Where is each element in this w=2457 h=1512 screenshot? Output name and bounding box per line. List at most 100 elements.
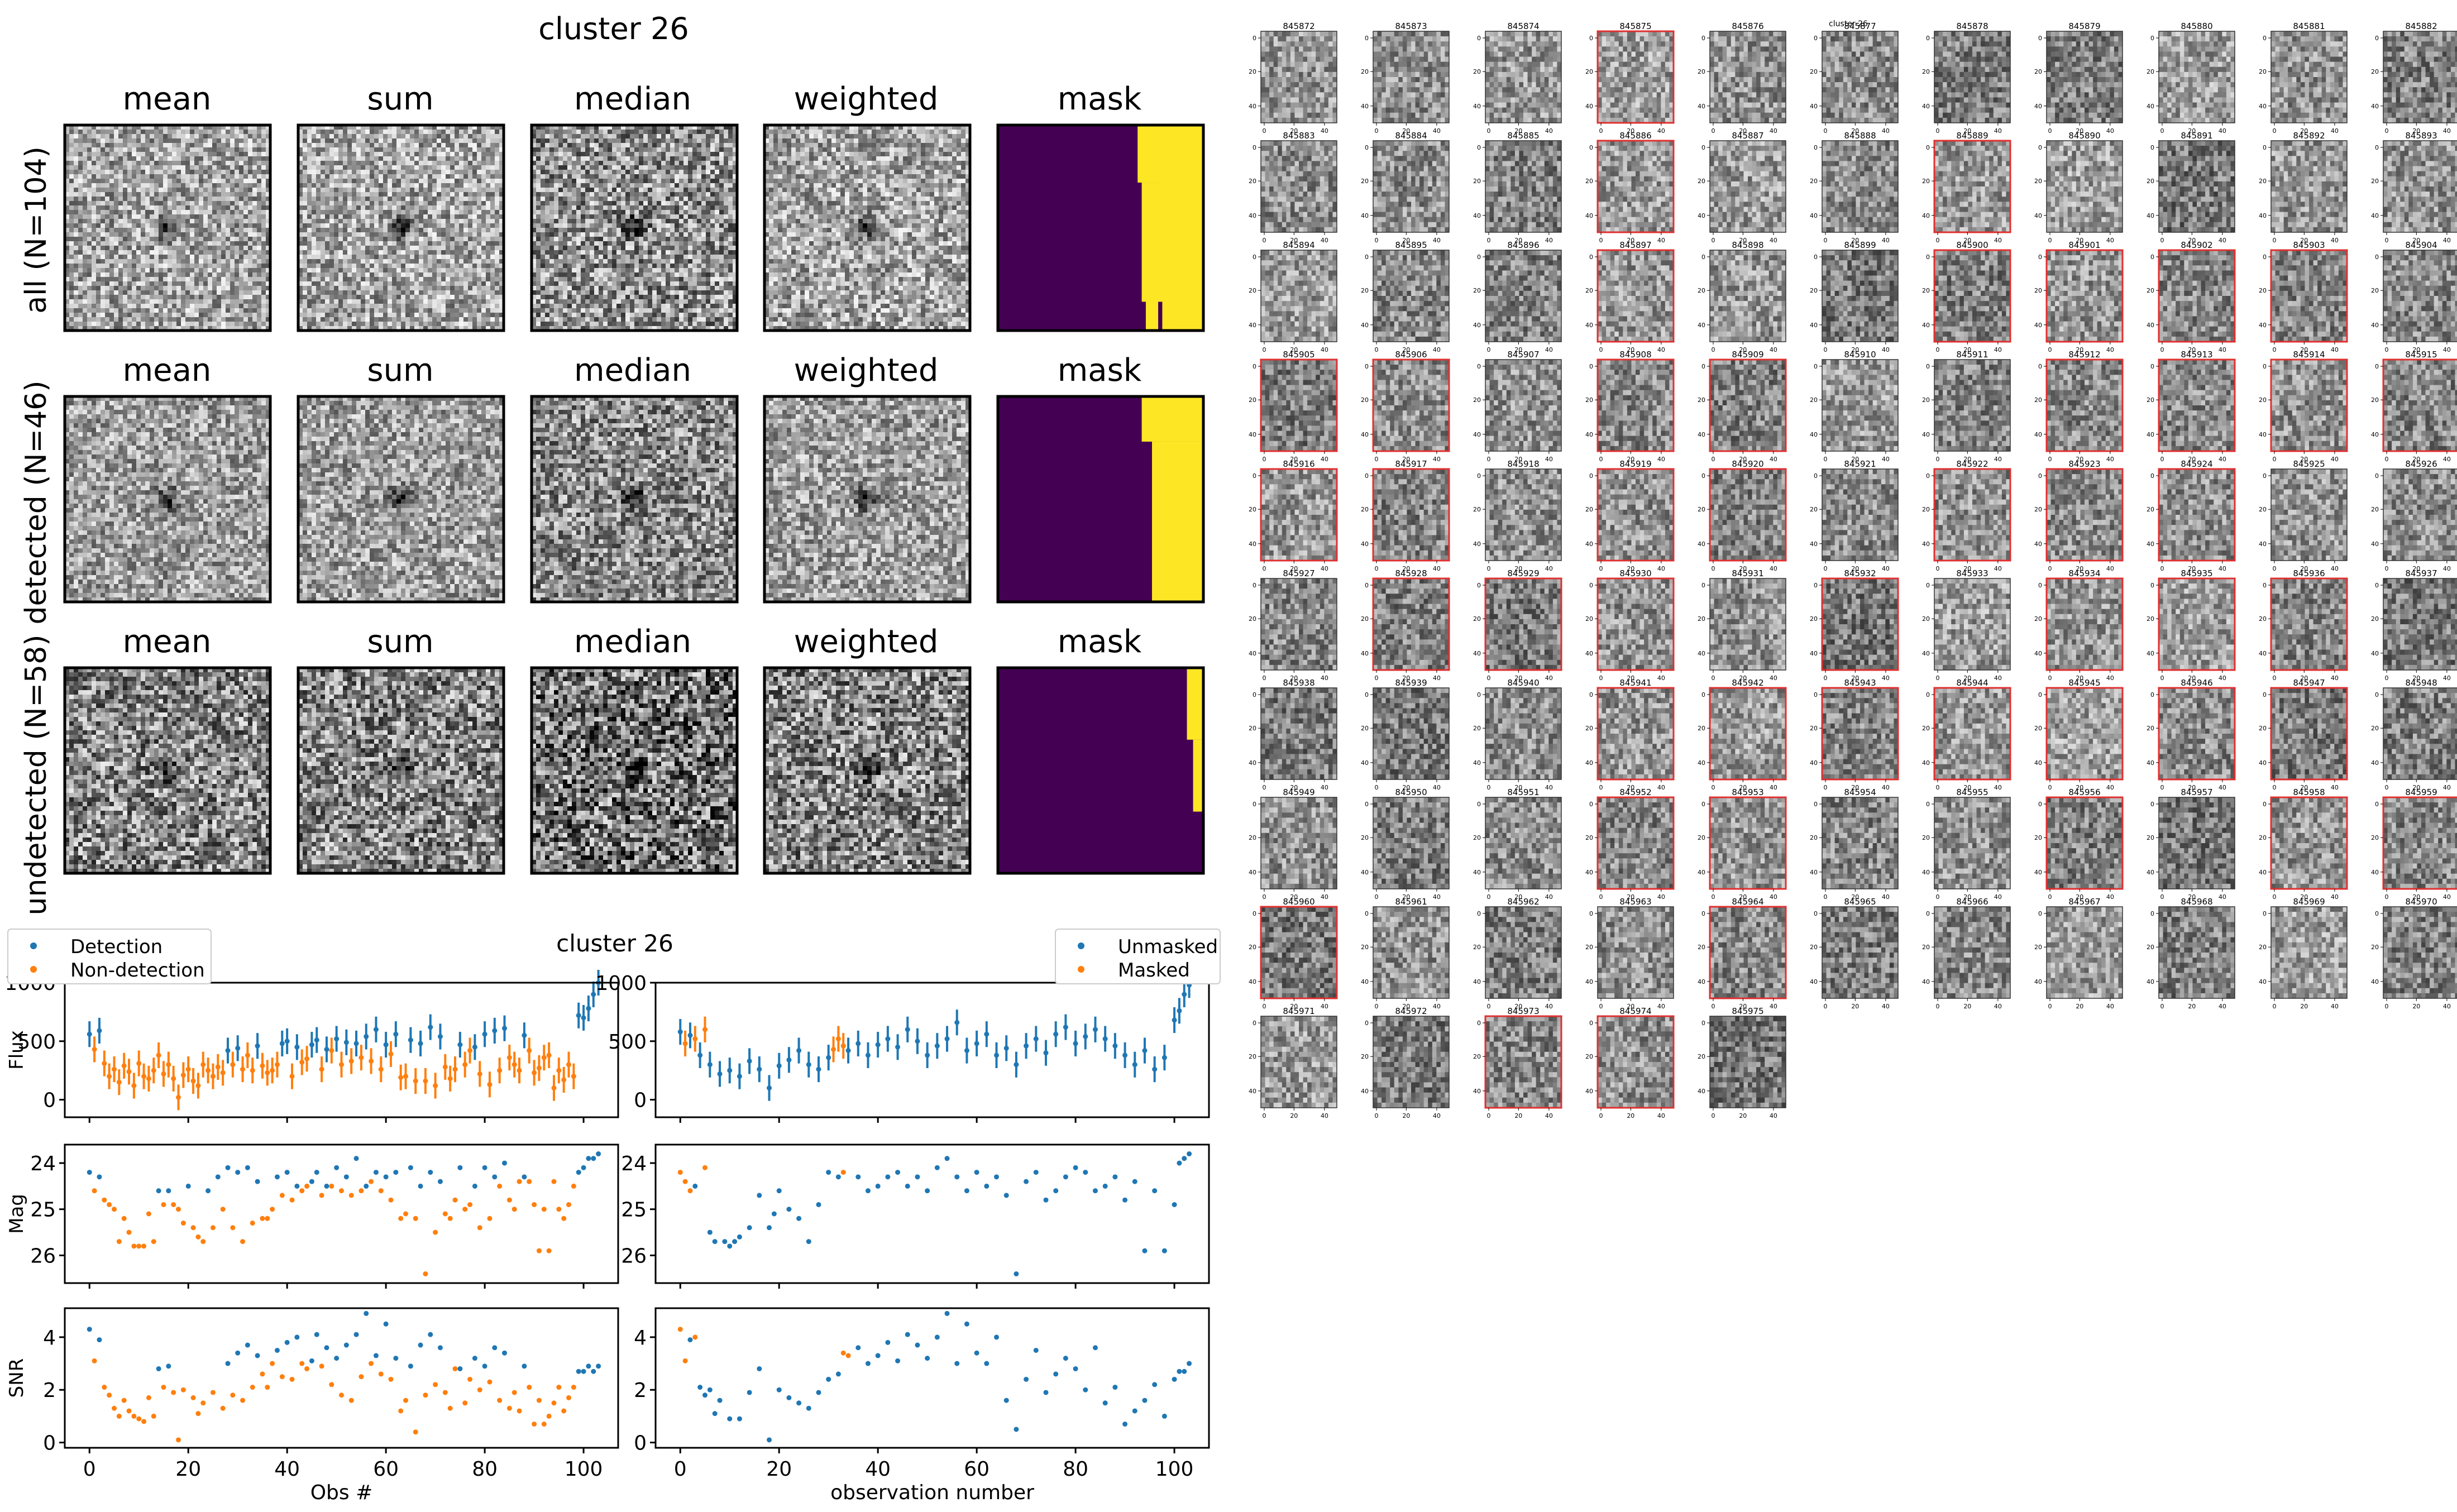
pixel xyxy=(190,183,195,188)
pixel xyxy=(261,237,266,242)
pixel xyxy=(101,165,106,170)
pixel xyxy=(87,214,92,219)
pixel xyxy=(163,165,168,170)
pixel xyxy=(217,130,222,135)
pixel xyxy=(194,241,199,246)
pixel xyxy=(176,223,181,228)
pixel xyxy=(123,201,128,206)
pixel xyxy=(101,214,106,219)
pixel xyxy=(212,147,217,152)
pixel xyxy=(141,174,146,179)
pixel xyxy=(199,130,204,135)
pixel xyxy=(78,255,83,260)
pixel xyxy=(92,170,97,175)
pixel xyxy=(92,188,97,193)
pixel xyxy=(136,197,141,202)
pixel xyxy=(118,214,123,219)
pixel xyxy=(199,228,204,233)
pixel xyxy=(132,228,137,233)
pixel xyxy=(154,246,159,251)
pixel xyxy=(261,228,266,233)
pixel xyxy=(159,246,164,251)
pixel xyxy=(163,134,168,139)
pixel xyxy=(185,237,190,242)
pixel xyxy=(261,179,266,184)
pixel xyxy=(199,246,204,251)
pixel xyxy=(83,223,88,228)
pixel xyxy=(69,152,74,157)
pixel xyxy=(163,179,168,184)
pixel xyxy=(226,201,231,206)
pixel xyxy=(252,188,257,193)
pixel xyxy=(132,250,137,255)
pixel xyxy=(208,210,213,215)
pixel xyxy=(176,165,181,170)
pixel xyxy=(257,237,262,242)
pixel xyxy=(141,223,146,228)
pixel xyxy=(181,161,186,166)
pixel xyxy=(217,170,222,175)
pixel xyxy=(163,201,168,206)
pixel xyxy=(92,130,97,135)
pixel xyxy=(235,161,240,166)
pixel xyxy=(109,174,114,179)
pixel xyxy=(212,165,217,170)
pixel xyxy=(92,197,97,202)
pixel xyxy=(261,138,266,143)
pixel xyxy=(92,210,97,215)
pixel xyxy=(69,255,74,260)
pixel xyxy=(69,241,74,246)
pixel xyxy=(248,246,253,251)
pixel xyxy=(199,188,204,193)
pixel xyxy=(199,143,204,148)
pixel xyxy=(208,130,213,135)
pixel xyxy=(69,147,74,152)
pixel xyxy=(74,134,79,139)
pixel xyxy=(203,156,208,161)
pixel xyxy=(217,138,222,143)
pixel xyxy=(172,165,177,170)
pixel xyxy=(136,138,141,143)
pixel xyxy=(101,205,106,210)
pixel xyxy=(74,241,79,246)
pixel xyxy=(217,156,222,161)
pixel xyxy=(226,232,231,237)
pixel xyxy=(185,179,190,184)
pixel xyxy=(159,179,164,184)
pixel xyxy=(101,174,106,179)
pixel xyxy=(83,232,88,237)
pixel xyxy=(127,152,132,157)
pixel xyxy=(96,192,101,197)
pixel xyxy=(217,183,222,188)
pixel xyxy=(78,165,83,170)
pixel xyxy=(221,134,226,139)
pixel xyxy=(141,183,146,188)
pixel xyxy=(257,188,262,193)
pixel xyxy=(83,161,88,166)
pixel xyxy=(226,179,231,184)
pixel xyxy=(176,205,181,210)
pixel xyxy=(194,130,199,135)
pixel xyxy=(74,210,79,215)
pixel xyxy=(190,228,195,233)
pixel xyxy=(208,219,213,224)
pixel xyxy=(78,130,83,135)
pixel xyxy=(226,156,231,161)
pixel xyxy=(176,237,181,242)
pixel xyxy=(172,152,177,157)
pixel xyxy=(185,147,190,152)
pixel xyxy=(168,246,173,251)
pixel xyxy=(83,205,88,210)
pixel xyxy=(168,134,173,139)
pixel xyxy=(136,179,141,184)
pixel xyxy=(243,214,248,219)
pixel xyxy=(239,134,244,139)
pixel xyxy=(105,130,110,135)
pixel xyxy=(185,170,190,175)
pixel xyxy=(248,228,253,233)
pixel xyxy=(78,183,83,188)
pixel xyxy=(74,188,79,193)
pixel xyxy=(226,183,231,188)
pixel xyxy=(168,214,173,219)
